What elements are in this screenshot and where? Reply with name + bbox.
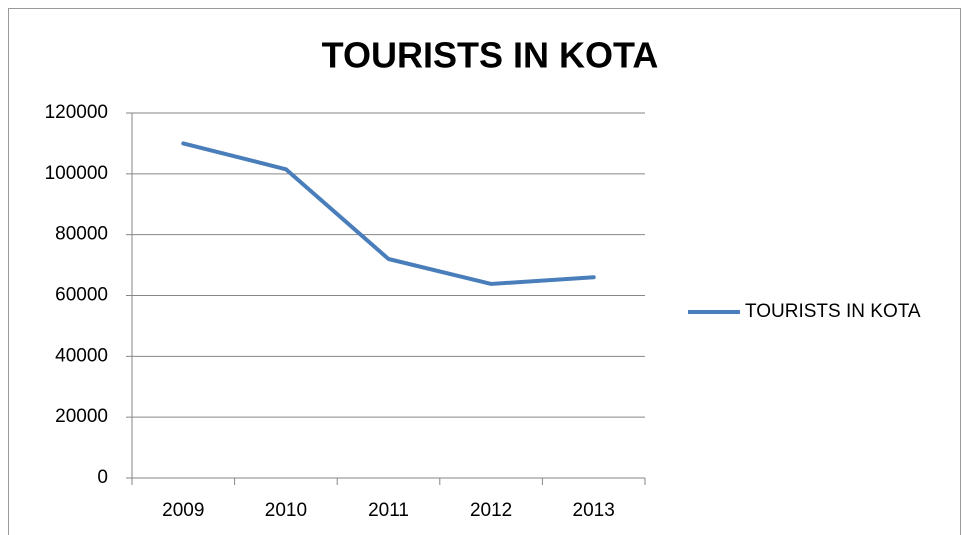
x-tick-label: 2011: [368, 500, 409, 521]
y-tick-label: 80000: [55, 224, 108, 245]
series-line: [181, 141, 596, 286]
x-tick-label: 2010: [265, 500, 307, 521]
y-tick-label: 40000: [55, 345, 108, 366]
y-tick-label: 20000: [55, 406, 108, 427]
y-tick-label: 120000: [45, 102, 108, 123]
y-tick-label: 60000: [55, 285, 108, 306]
y-tick-label: 100000: [45, 163, 108, 184]
legend-label: TOURISTS IN KOTA: [745, 301, 921, 322]
chart-title: TOURISTS IN KOTA: [322, 35, 659, 76]
x-tick-label: 2009: [162, 500, 204, 521]
y-tick-label: 0: [97, 467, 108, 488]
chart-border: [8, 8, 961, 535]
x-tick-label: 2013: [573, 500, 615, 521]
x-tick-label: 2012: [470, 500, 512, 521]
